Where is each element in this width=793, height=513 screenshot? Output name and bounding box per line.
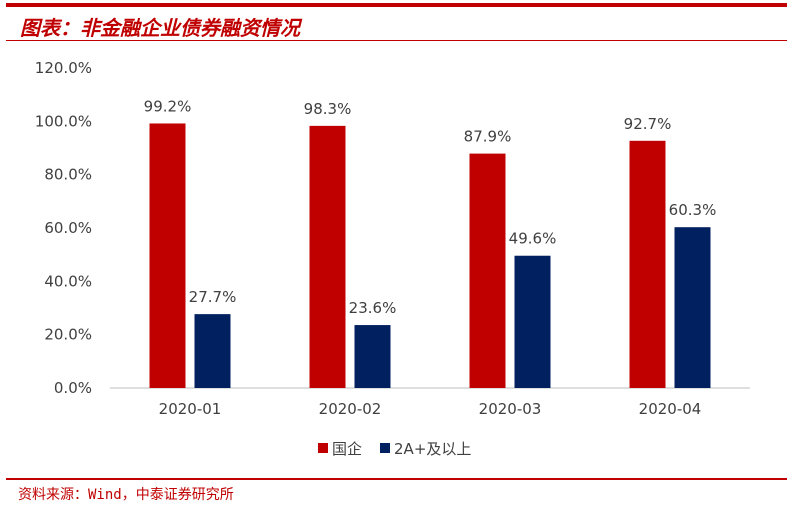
bottom-rule xyxy=(6,478,787,480)
y-tick-label: 0.0% xyxy=(54,379,92,397)
bar-2a-plus xyxy=(514,255,551,388)
top-rule xyxy=(6,3,787,7)
data-label: 60.3% xyxy=(669,201,717,219)
title-rule xyxy=(6,40,787,41)
bar-soe xyxy=(149,123,186,388)
bar-2a-plus xyxy=(674,227,711,388)
y-tick-label: 80.0% xyxy=(44,166,92,184)
y-tick-label: 120.0% xyxy=(35,59,92,77)
data-label: 49.6% xyxy=(509,230,557,248)
chart-title: 图表：非金融企业债券融资情况 xyxy=(20,16,300,40)
bar-soe xyxy=(309,125,346,388)
legend-swatch xyxy=(318,443,328,453)
bar-2a-plus xyxy=(194,314,231,388)
data-label: 87.9% xyxy=(464,128,512,146)
data-label: 27.7% xyxy=(189,288,237,306)
x-tick-label: 2020-01 xyxy=(159,400,222,418)
y-tick-label: 60.0% xyxy=(44,219,92,237)
y-tick-label: 100.0% xyxy=(35,112,92,130)
legend-label: 2A+及以上 xyxy=(394,440,471,458)
y-tick-label: 20.0% xyxy=(44,326,92,344)
legend-swatch xyxy=(380,443,391,453)
bar-soe xyxy=(469,153,506,388)
data-label: 98.3% xyxy=(304,100,352,118)
bar-soe xyxy=(629,140,666,388)
x-tick-label: 2020-03 xyxy=(479,400,542,418)
data-label: 23.6% xyxy=(349,299,397,317)
x-tick-label: 2020-04 xyxy=(639,400,702,418)
bar-2a-plus xyxy=(354,325,391,388)
data-label: 92.7% xyxy=(624,115,672,133)
source-note: 资料来源：Wind，中泰证券研究所 xyxy=(18,487,234,503)
x-tick-label: 2020-02 xyxy=(319,400,382,418)
data-label: 99.2% xyxy=(144,97,192,115)
legend-label: 国企 xyxy=(332,440,362,458)
y-tick-label: 40.0% xyxy=(44,272,92,290)
